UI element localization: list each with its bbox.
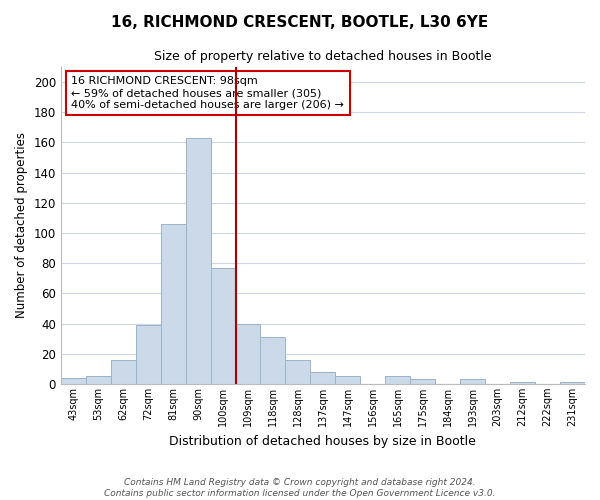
Text: 16, RICHMOND CRESCENT, BOOTLE, L30 6YE: 16, RICHMOND CRESCENT, BOOTLE, L30 6YE — [112, 15, 488, 30]
Bar — [310, 372, 335, 384]
Text: Contains HM Land Registry data © Crown copyright and database right 2024.
Contai: Contains HM Land Registry data © Crown c… — [104, 478, 496, 498]
Bar — [560, 382, 585, 384]
Bar — [61, 378, 86, 384]
Bar — [211, 268, 236, 384]
Bar — [385, 376, 410, 384]
Bar — [460, 380, 485, 384]
Bar — [161, 224, 185, 384]
Bar — [86, 376, 111, 384]
Bar — [410, 380, 435, 384]
Text: 16 RICHMOND CRESCENT: 98sqm
← 59% of detached houses are smaller (305)
40% of se: 16 RICHMOND CRESCENT: 98sqm ← 59% of det… — [71, 76, 344, 110]
Y-axis label: Number of detached properties: Number of detached properties — [15, 132, 28, 318]
Bar — [185, 138, 211, 384]
Bar — [335, 376, 361, 384]
Bar — [510, 382, 535, 384]
Title: Size of property relative to detached houses in Bootle: Size of property relative to detached ho… — [154, 50, 492, 63]
X-axis label: Distribution of detached houses by size in Bootle: Distribution of detached houses by size … — [169, 434, 476, 448]
Bar — [286, 360, 310, 384]
Bar — [136, 325, 161, 384]
Bar — [236, 324, 260, 384]
Bar — [111, 360, 136, 384]
Bar — [260, 337, 286, 384]
